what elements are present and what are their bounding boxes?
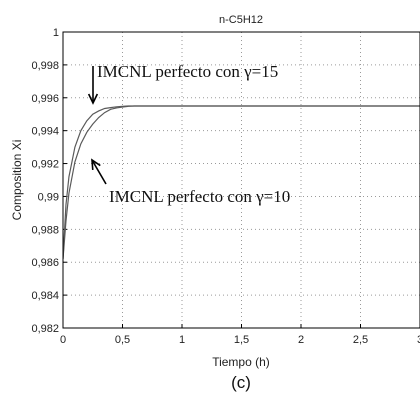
series (63, 105, 420, 259)
x-axis-label: Tiempo (h) (212, 355, 270, 369)
y-tick-label: 0,988 (31, 224, 59, 236)
series-line-2 (63, 105, 420, 259)
x-tick-label: 1 (179, 334, 185, 346)
x-tick-label: 0,5 (115, 334, 130, 346)
plot-frame (62, 31, 420, 329)
y-tick-label: 0,984 (31, 290, 59, 302)
x-tick-label: 2 (298, 334, 304, 346)
grid (63, 32, 420, 328)
y-tick-label: 0,99 (38, 191, 59, 203)
y-axis-label: Composition Xi (10, 140, 24, 221)
annotation-gamma-10: IMCNL perfecto con γ=10 (109, 187, 290, 206)
x-tick-label: 2,5 (353, 334, 368, 346)
arrow-gamma-10-shaft (91, 159, 107, 185)
y-tick-label: 0,998 (31, 60, 59, 72)
y-tick-label: 0,992 (31, 159, 59, 171)
annotation-gamma-15: IMCNL perfecto con γ=15 (97, 62, 278, 81)
y-tick-label: 1 (53, 27, 59, 39)
chart-title: n-C5H12 (219, 14, 263, 26)
x-tick-label: 1,5 (234, 334, 249, 346)
arrow-gamma-10-head (91, 158, 101, 171)
x-tick-label: 3 (417, 334, 420, 346)
y-tick-label: 0,994 (31, 126, 59, 138)
y-tick-label: 0,982 (31, 323, 59, 335)
arrow-gamma-15-head (87, 93, 99, 105)
y-tick-label: 0,986 (31, 257, 59, 269)
panel-label: (c) (231, 373, 251, 392)
annotations: IMCNL perfecto con γ=15 IMCNL perfecto co… (87, 62, 290, 206)
y-tick-label: 0,996 (31, 93, 59, 105)
ticks: 0 0,5 1 1,5 2 2,5 3 0,982 0,984 0,986 0,988 0,99 0,9… (31, 27, 420, 346)
x-tick-label: 0 (60, 334, 66, 346)
